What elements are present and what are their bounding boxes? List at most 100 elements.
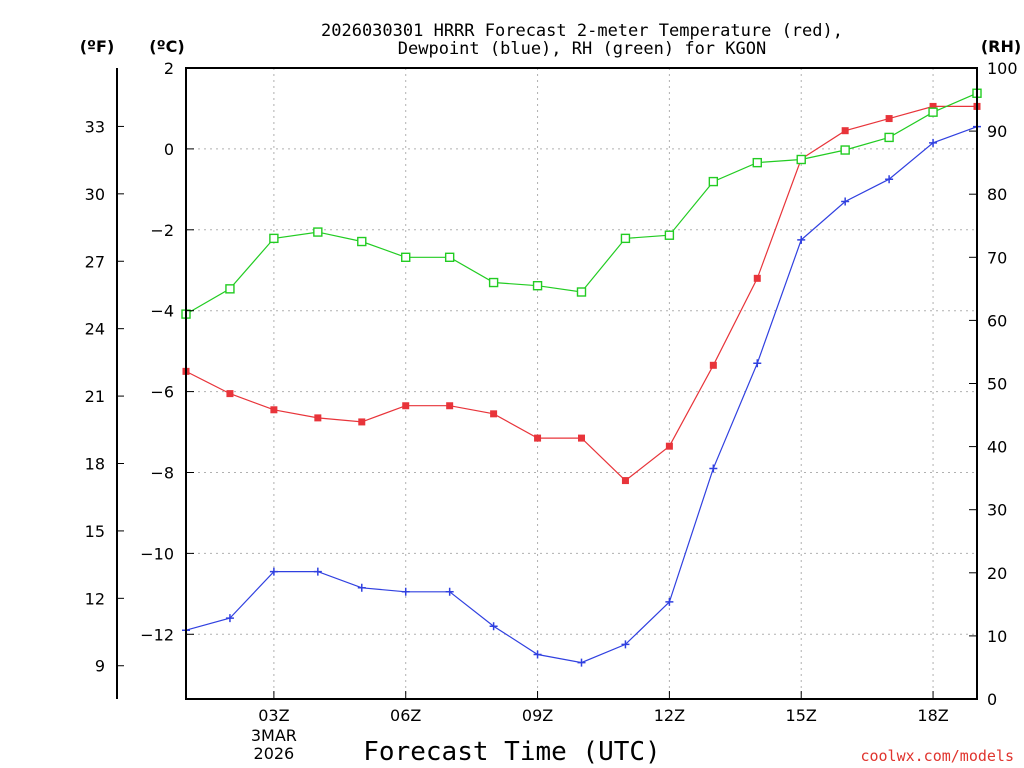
temperature-point	[490, 410, 498, 418]
temperature-point	[709, 361, 717, 369]
chart-title-line2: Dewpoint (blue), RH (green) for KGON	[398, 39, 766, 59]
rh-tick-label: 20	[987, 564, 1007, 583]
fahrenheit-tick-label: 33	[85, 117, 105, 136]
temperature-point	[402, 402, 410, 410]
rh-tick-label: 50	[987, 375, 1007, 394]
fahrenheit-tick-label: 30	[85, 185, 105, 204]
temperature-point	[753, 274, 761, 282]
temperature-point	[358, 418, 366, 426]
rh-tick-label: 80	[987, 185, 1007, 204]
dewpoint-point	[445, 587, 454, 596]
dewpoint-point	[269, 567, 278, 576]
x-tick-label: 09Z	[522, 706, 553, 725]
relative-humidity-point	[576, 287, 587, 297]
dewpoint-point	[665, 597, 674, 606]
dewpoint-line	[185, 126, 978, 664]
x-tick-label: 15Z	[786, 706, 817, 725]
rh-tick-label: 0	[987, 690, 997, 709]
fahrenheit-tick-label: 12	[85, 589, 105, 608]
series-layer	[181, 88, 982, 667]
x-tick-label: 12Z	[654, 706, 685, 725]
dewpoint-point	[709, 464, 718, 473]
celsius-tick-label: −12	[140, 625, 174, 644]
x-tick-label: 18Z	[917, 706, 948, 725]
celsius-tick-label: 0	[164, 140, 174, 159]
temperature-point	[314, 414, 322, 422]
fahrenheit-tick-label: 24	[85, 320, 105, 339]
temperature-point	[929, 102, 937, 110]
fahrenheit-tick-label: 18	[85, 454, 105, 473]
rh-tick-label: 60	[987, 311, 1007, 330]
dewpoint-point	[753, 359, 762, 368]
fahrenheit-tick-label: 9	[95, 657, 105, 676]
temperature-point	[226, 390, 234, 398]
relative-humidity-point	[401, 252, 411, 263]
dewpoint-point	[401, 587, 410, 596]
celsius-tick-label: −2	[150, 221, 174, 240]
relative-humidity-point	[664, 230, 675, 240]
relative-humidity-point	[796, 154, 806, 165]
dewpoint-point	[533, 650, 542, 659]
x-tick-year-label: 2026	[254, 744, 295, 763]
relative-humidity-point	[444, 252, 455, 263]
grid-layer	[186, 67, 977, 699]
dewpoint-point	[797, 235, 806, 244]
relative-humidity-point	[752, 157, 762, 168]
temperature-point	[578, 434, 585, 442]
temperature-point	[665, 442, 673, 450]
temperature-point	[446, 402, 454, 410]
chart-title-line1: 2026030301 HRRR Forecast 2-meter Tempera…	[321, 21, 843, 41]
dewpoint-point	[489, 622, 498, 631]
relative-humidity-point	[225, 284, 235, 294]
relative-humidity-point	[620, 233, 631, 244]
relative-humidity-point	[708, 176, 719, 187]
relative-humidity-point	[357, 236, 367, 247]
relative-humidity-point	[532, 280, 543, 291]
plot-frame	[185, 67, 978, 700]
x-tick-label: 06Z	[390, 706, 421, 725]
x-axis-label: Forecast Time (UTC)	[363, 737, 660, 767]
relative-humidity-point	[488, 277, 499, 288]
celsius-tick-label: −10	[140, 544, 174, 563]
temperature-point	[621, 477, 629, 485]
rh-tick-label: 30	[987, 501, 1007, 520]
x-tick-date-label: 3MAR	[251, 726, 297, 745]
rh-tick-label: 90	[987, 122, 1007, 141]
fahrenheit-unit-label: (ºF)	[80, 37, 115, 56]
dewpoint-point	[577, 658, 586, 667]
fahrenheit-tick-label: 27	[85, 252, 105, 271]
rh-tick-label: 10	[987, 627, 1007, 646]
relative-humidity-point	[840, 145, 850, 155]
celsius-tick-label: 2	[164, 59, 174, 78]
dewpoint-point	[621, 640, 630, 649]
temperature-point	[270, 406, 278, 414]
relative-humidity-point	[313, 227, 323, 237]
rh-unit-label: (RH)	[981, 37, 1021, 56]
celsius-unit-label: (ºC)	[149, 37, 184, 56]
celsius-tick-label: −8	[150, 463, 174, 482]
dewpoint-point	[357, 583, 366, 592]
dewpoint-point	[929, 138, 938, 147]
fahrenheit-tick-label: 15	[85, 522, 105, 541]
relative-humidity-line	[185, 92, 978, 315]
dewpoint-point	[885, 175, 894, 184]
x-tick-label: 03Z	[258, 706, 289, 725]
celsius-tick-label: −4	[150, 302, 174, 321]
celsius-tick-label: −6	[150, 383, 174, 402]
dewpoint-point	[841, 197, 850, 206]
rh-tick-label: 40	[987, 438, 1007, 457]
dewpoint-point	[225, 614, 234, 623]
temperature-point	[534, 434, 542, 442]
rh-tick-label: 100	[987, 59, 1018, 78]
credit-text: coolwx.com/models	[860, 747, 1014, 765]
relative-humidity-point	[884, 132, 894, 143]
fahrenheit-tick-label: 21	[85, 387, 105, 406]
dewpoint-point	[313, 567, 322, 576]
rh-tick-label: 70	[987, 248, 1007, 267]
temperature-point	[841, 127, 849, 135]
relative-humidity-point	[269, 233, 279, 244]
relative-humidity-point	[928, 107, 938, 117]
temperature-point	[885, 115, 893, 123]
